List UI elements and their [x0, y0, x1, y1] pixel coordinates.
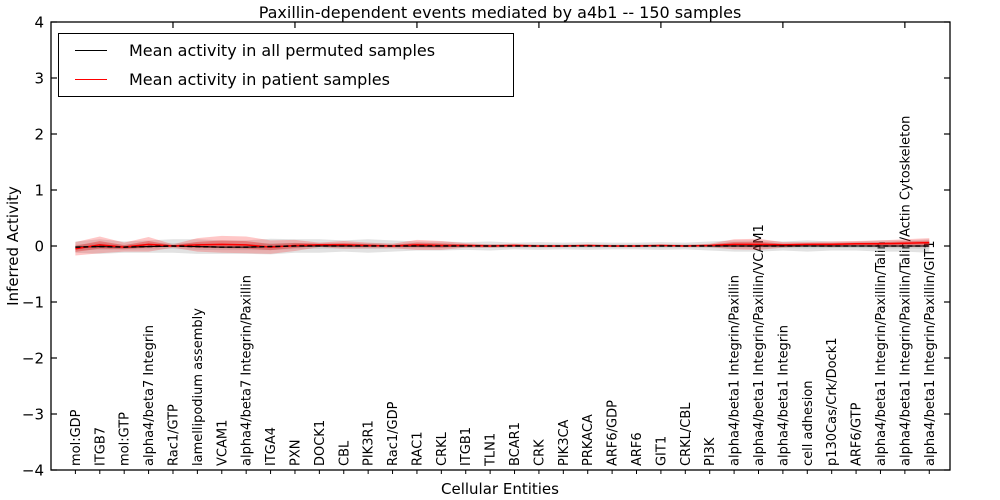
x-category-label: VCAM1 — [215, 420, 230, 466]
x-category-label: DOCK1 — [313, 420, 328, 466]
x-category-label: cell adhesion — [801, 380, 816, 466]
x-category-label: Rac1/GTP — [166, 404, 181, 466]
x-category-label: CRKL — [435, 431, 450, 466]
legend: Mean activity in all permuted samples Me… — [58, 33, 514, 97]
legend-label: Mean activity in patient samples — [129, 70, 390, 89]
y-tick-label: 2 — [34, 126, 44, 144]
x-category-label: ITGB1 — [459, 427, 474, 466]
x-category-label: alpha4/beta1 Integrin/Paxillin — [728, 275, 743, 466]
x-category-label: alpha4/beta7 Integrin/Paxillin — [240, 275, 255, 466]
x-category-label: ITGA4 — [264, 427, 279, 466]
x-category-label: PIK3CA — [557, 419, 572, 466]
legend-line-sample-black — [75, 50, 107, 51]
x-category-label: ARF6/GDP — [606, 400, 621, 466]
x-category-label: PXN — [288, 440, 303, 466]
y-tick-label: 0 — [34, 238, 44, 256]
x-category-label: PRKACA — [581, 414, 596, 466]
y-tick-label: 4 — [34, 14, 44, 32]
x-category-label: CBL — [337, 440, 352, 466]
y-tick-label: 1 — [34, 182, 44, 200]
x-category-label: CRK — [532, 439, 547, 466]
x-category-label: alpha4/beta1 Integrin/Paxillin/VCAM1 — [752, 224, 767, 466]
x-category-label: alpha4/beta1 Integrin/Paxillin/GIT1 — [923, 240, 938, 466]
x-category-label: TLN1 — [484, 433, 499, 467]
legend-entry-permuted: Mean activity in all permuted samples — [59, 36, 513, 65]
y-tick-label: −4 — [22, 462, 44, 480]
x-category-label: alpha4/beta1 Integrin — [776, 325, 791, 466]
permuted-mean-line — [75, 245, 930, 248]
x-category-label: Rac1/GDP — [386, 401, 401, 466]
legend-label: Mean activity in all permuted samples — [129, 41, 436, 60]
y-tick-label: −1 — [22, 294, 44, 312]
x-category-label: mol:GDP — [69, 409, 84, 466]
x-category-label: alpha4/beta1 Integrin/Paxillin/Talin/Act… — [898, 116, 913, 466]
y-tick-label: −2 — [22, 350, 44, 368]
x-category-label: CRKL/CBL — [679, 402, 694, 466]
legend-line-sample-red — [75, 79, 107, 80]
x-category-label: ARF6/GTP — [850, 402, 865, 466]
x-category-label: ARF6 — [630, 432, 645, 466]
x-category-label: PI3K — [703, 437, 718, 466]
x-category-label: PIK3R1 — [362, 420, 377, 466]
x-category-label: BCAR1 — [508, 422, 523, 466]
x-category-label: p130Cas/Crk/Dock1 — [825, 337, 840, 466]
y-tick-label: 3 — [34, 70, 44, 88]
x-axis-label: Cellular Entities — [441, 480, 559, 498]
legend-entry-patient: Mean activity in patient samples — [59, 65, 513, 94]
x-category-label: RAC1 — [410, 431, 425, 466]
x-category-label: alpha4/beta1 Integrin/Paxillin/Talin — [874, 241, 889, 466]
y-tick-label: −3 — [22, 406, 44, 424]
x-category-label: mol:GTP — [118, 412, 133, 466]
x-category-label: alpha4/beta7 Integrin — [142, 325, 157, 466]
x-category-label: lamellipodium assembly — [191, 308, 206, 466]
chart-title: Paxillin-dependent events mediated by a4… — [258, 3, 742, 22]
x-category-label: ITGB7 — [93, 427, 108, 466]
x-category-label: GIT1 — [654, 436, 669, 466]
